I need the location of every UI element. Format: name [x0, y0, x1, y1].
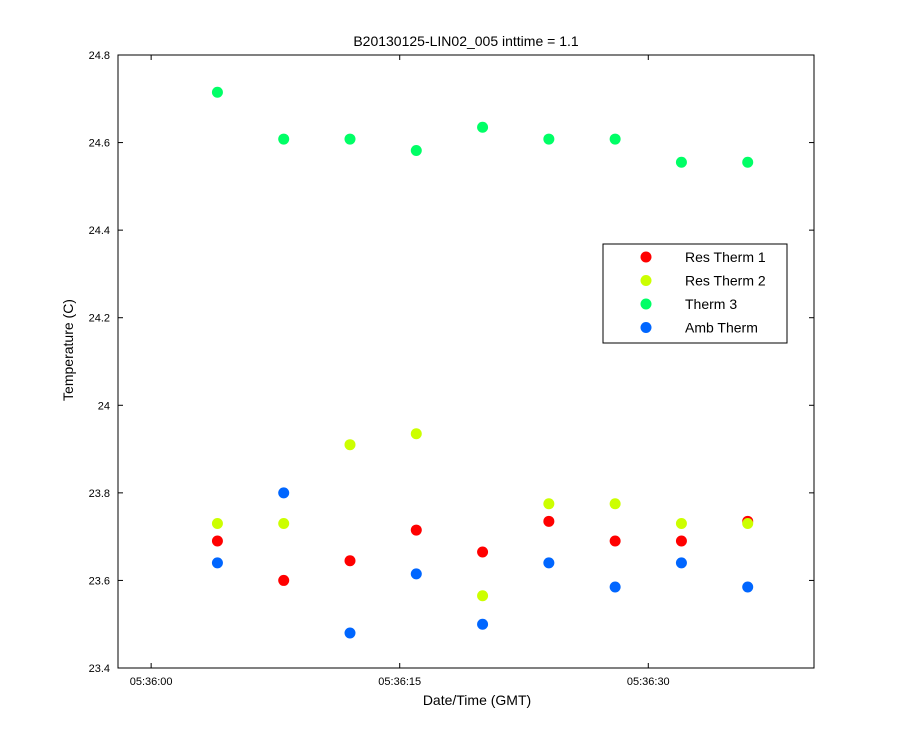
- data-point-amb-therm: [477, 618, 489, 630]
- data-point-amb-therm: [410, 568, 422, 580]
- chart-title: B20130125-LIN02_005 inttime = 1.1: [353, 33, 579, 49]
- legend: Res Therm 1 Res Therm 2 Therm 3 Amb Therm: [602, 243, 788, 344]
- x-tick-label: 05:36:30: [627, 676, 670, 688]
- legend-label: Res Therm 2: [685, 273, 766, 289]
- legend-marker: [640, 251, 652, 263]
- legend-label: Res Therm 1: [685, 249, 766, 265]
- data-point-amb-therm: [344, 627, 356, 639]
- y-tick-label: 24.4: [89, 225, 110, 237]
- data-point-therm-3: [742, 156, 754, 168]
- y-tick-label: 24.2: [89, 313, 110, 325]
- data-point-res-therm-2: [410, 428, 422, 440]
- data-point-res-therm-2: [344, 439, 356, 451]
- data-point-res-therm-2: [477, 590, 489, 602]
- data-point-res-therm-1: [543, 515, 555, 527]
- plot-area: [117, 54, 815, 669]
- data-point-therm-3: [609, 133, 621, 145]
- data-point-res-therm-1: [410, 524, 422, 536]
- data-point-res-therm-2: [211, 518, 223, 530]
- data-points: [211, 86, 754, 639]
- data-point-therm-3: [543, 133, 555, 145]
- y-tick-label: 24: [98, 400, 110, 412]
- data-point-amb-therm: [609, 581, 621, 593]
- data-point-amb-therm: [543, 557, 555, 569]
- axis-ticks: 23.4 23.6 23.8 24 24.2 24.4 24.6 24.8 05:36:00 05…: [89, 50, 814, 688]
- data-point-res-therm-1: [344, 555, 356, 567]
- data-point-amb-therm: [211, 557, 223, 569]
- x-tick-label: 05:36:00: [130, 676, 173, 688]
- y-tick-label: 23.6: [89, 575, 110, 587]
- y-tick-label: 24.6: [89, 138, 110, 150]
- legend-label: Amb Therm: [685, 320, 758, 336]
- data-point-res-therm-2: [609, 498, 621, 510]
- data-point-amb-therm: [278, 487, 290, 499]
- y-tick-label: 24.8: [89, 50, 110, 62]
- data-point-res-therm-1: [477, 546, 489, 558]
- y-tick-label: 23.8: [89, 488, 110, 500]
- data-point-therm-3: [675, 156, 687, 168]
- data-point-res-therm-1: [278, 574, 290, 586]
- data-point-res-therm-1: [609, 535, 621, 547]
- data-point-amb-therm: [675, 557, 687, 569]
- data-point-therm-3: [477, 121, 489, 133]
- legend-box: [602, 243, 788, 344]
- data-point-res-therm-2: [543, 498, 555, 510]
- data-point-amb-therm: [742, 581, 754, 593]
- data-point-therm-3: [410, 144, 422, 156]
- legend-marker: [640, 298, 652, 310]
- data-point-res-therm-1: [675, 535, 687, 547]
- y-tick-label: 23.4: [89, 663, 110, 675]
- data-point-res-therm-1: [211, 535, 223, 547]
- y-axis-label: Temperature (C): [60, 299, 76, 401]
- data-point-res-therm-2: [675, 518, 687, 530]
- data-point-therm-3: [278, 133, 290, 145]
- x-axis-label: Date/Time (GMT): [423, 692, 531, 708]
- legend-marker: [640, 275, 652, 286]
- legend-label: Therm 3: [685, 296, 737, 312]
- data-point-therm-3: [211, 86, 223, 98]
- legend-marker: [640, 322, 652, 333]
- data-point-therm-3: [344, 133, 356, 145]
- data-point-res-therm-2: [742, 518, 754, 530]
- x-tick-label: 05:36:15: [378, 676, 421, 688]
- data-point-res-therm-2: [278, 518, 290, 530]
